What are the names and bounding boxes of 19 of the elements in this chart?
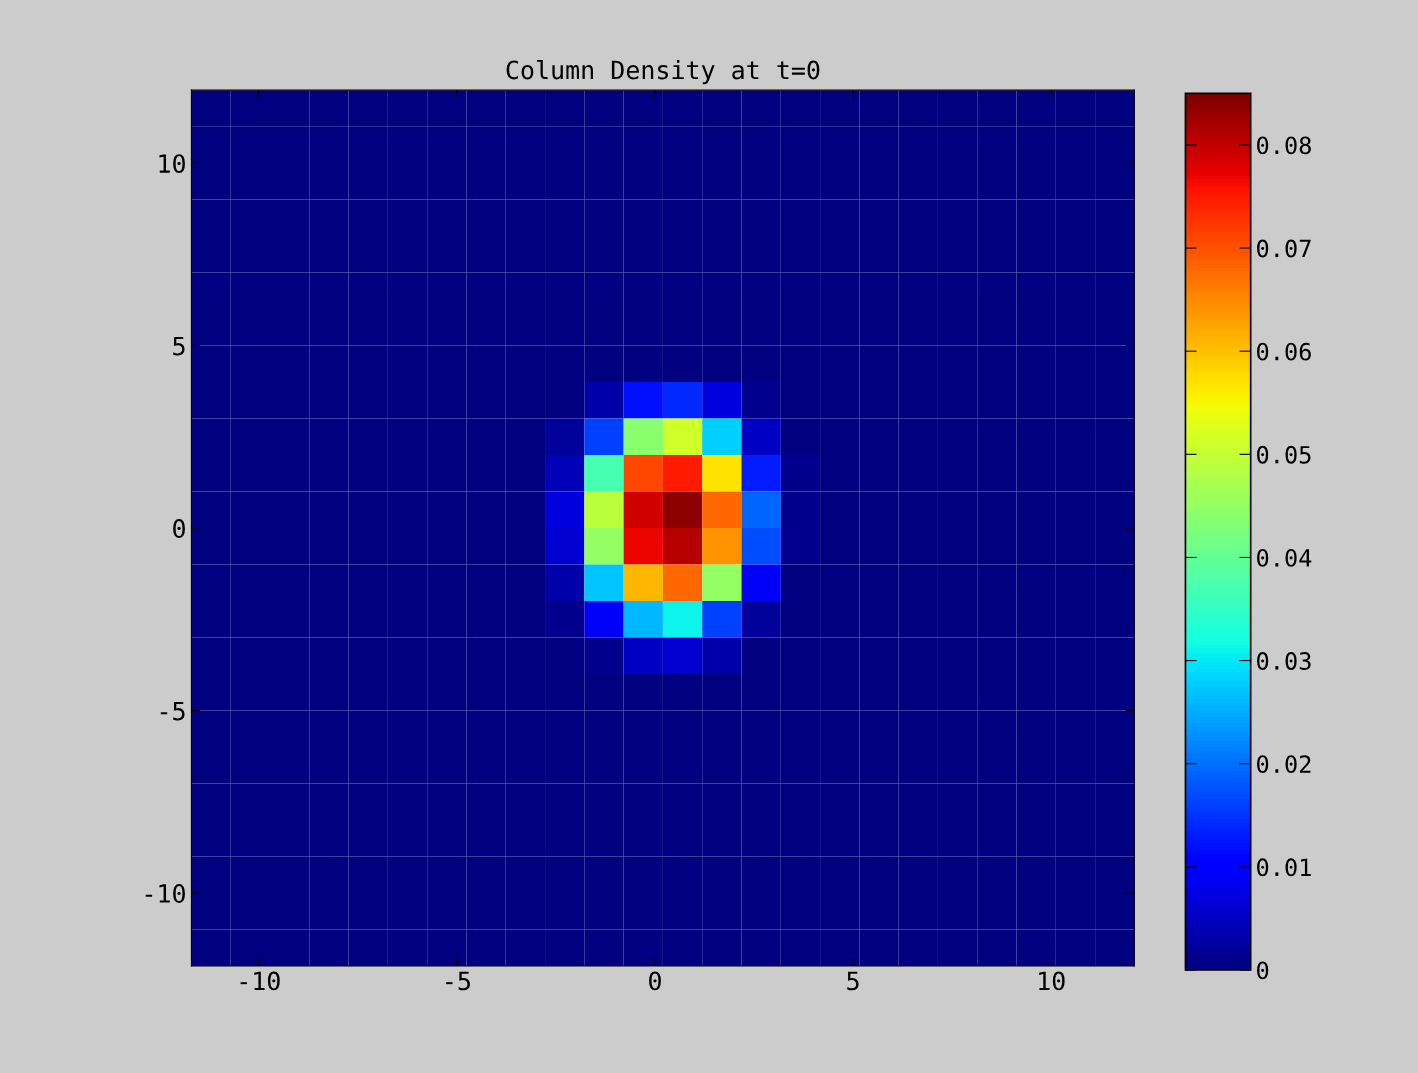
color-bar-label: 0.01 — [1257, 858, 1311, 877]
y-tick-label: 0 — [173, 519, 185, 538]
color-bar-label: 0.03 — [1257, 652, 1311, 670]
color-bar-label: 0.07 — [1257, 239, 1311, 258]
x-tick-label: -10 — [240, 971, 280, 991]
y-tick-label: 10 — [159, 154, 185, 174]
y-tick-label: -5 — [160, 701, 185, 721]
color-bar-label: 0.05 — [1257, 445, 1311, 464]
color-bar-label: 0.08 — [1257, 136, 1311, 155]
y-tick-label: -10 — [145, 884, 185, 903]
y-tick-label: 5 — [173, 336, 185, 356]
chart-title: Column Density at t=0 — [506, 59, 820, 85]
x-tick-label: 5 — [847, 971, 859, 991]
color-bar-label: 0.02 — [1257, 755, 1311, 774]
x-tick-label: 10 — [1039, 971, 1065, 991]
x-tick-label: -5 — [446, 971, 470, 991]
x-tick-label: 0 — [649, 971, 661, 991]
color-bar-label: 0.04 — [1257, 548, 1312, 567]
color-bar-label: 0.06 — [1257, 342, 1311, 361]
